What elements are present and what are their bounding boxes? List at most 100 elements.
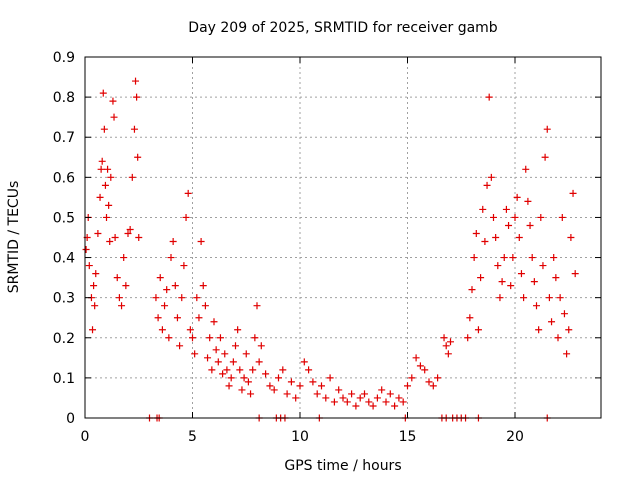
data-point: [283, 390, 291, 398]
data-point: [550, 254, 558, 262]
data-point: [348, 390, 356, 398]
data-point: [470, 254, 478, 262]
data-point: [496, 294, 504, 302]
x-tick-label: 0: [81, 429, 90, 445]
data-point: [257, 342, 265, 350]
data-point: [223, 366, 231, 374]
data-point: [305, 366, 313, 374]
data-point: [210, 318, 218, 326]
data-point: [204, 354, 212, 362]
data-point: [563, 350, 571, 358]
x-tick-label: 20: [506, 429, 524, 445]
data-point: [569, 189, 577, 197]
data-points: [82, 77, 579, 422]
data-point: [94, 229, 102, 237]
data-point: [474, 326, 482, 334]
data-point: [128, 173, 136, 181]
data-point: [408, 374, 416, 382]
data-point: [249, 366, 257, 374]
data-point: [318, 382, 325, 390]
data-point: [425, 378, 433, 386]
data-point: [416, 362, 424, 370]
data-point: [98, 157, 106, 165]
data-point: [515, 234, 523, 241]
data-point: [500, 254, 508, 262]
data-point: [197, 238, 205, 246]
data-point: [236, 366, 244, 374]
data-point: [92, 270, 100, 278]
data-point: [103, 213, 110, 221]
data-point: [158, 326, 166, 334]
data-point: [212, 346, 220, 354]
y-tick-label: 0.6: [53, 170, 75, 186]
data-point: [421, 366, 429, 374]
data-point: [199, 282, 207, 290]
data-point: [539, 262, 547, 270]
data-point: [287, 378, 295, 386]
data-point: [326, 374, 334, 382]
data-point: [85, 262, 93, 270]
data-point: [165, 334, 173, 342]
data-point: [266, 382, 274, 390]
data-point: [412, 354, 420, 362]
data-point: [520, 294, 528, 302]
data-point: [330, 398, 338, 406]
data-point: [97, 165, 105, 173]
data-point: [120, 254, 128, 262]
x-tick-label: 10: [291, 429, 309, 445]
data-point: [229, 358, 237, 366]
data-point: [447, 338, 454, 346]
data-point: [167, 254, 175, 262]
data-point: [522, 165, 530, 173]
data-point: [528, 254, 536, 262]
data-point: [107, 173, 115, 181]
data-point: [124, 229, 132, 237]
data-point: [110, 113, 118, 121]
data-point: [134, 153, 142, 161]
data-point: [339, 394, 347, 402]
y-axis-label: SRMTID / TECUs: [6, 181, 22, 294]
data-point: [180, 262, 188, 270]
data-point: [234, 326, 242, 334]
data-point: [173, 314, 181, 322]
data-point: [206, 334, 214, 342]
data-point: [262, 370, 270, 378]
data-point: [442, 342, 450, 350]
data-point: [104, 165, 112, 173]
data-point: [221, 350, 229, 358]
data-point: [300, 358, 308, 366]
data-point: [169, 238, 177, 246]
data-point: [502, 205, 510, 213]
data-point: [558, 213, 566, 221]
data-point: [111, 234, 119, 241]
data-point: [154, 314, 162, 322]
data-point: [517, 270, 525, 278]
data-point: [113, 274, 121, 282]
data-point: [560, 310, 568, 318]
data-point: [567, 234, 575, 241]
data-point: [178, 294, 186, 302]
data-point: [242, 350, 250, 358]
data-point: [440, 334, 448, 342]
data-point: [479, 205, 487, 213]
data-point: [391, 402, 399, 410]
data-point: [322, 394, 330, 402]
axis-ticks: 0 0.1 0.2 0.3 0.4 0.5 0.6 0.7 0.8 0.9 0 5 10 15 20: [53, 50, 601, 445]
data-point: [533, 302, 540, 310]
data-point: [279, 366, 287, 374]
data-point: [115, 294, 123, 302]
data-point: [369, 402, 377, 410]
data-point: [132, 77, 140, 85]
data-point: [130, 125, 138, 133]
data-point: [253, 302, 261, 310]
data-point: [434, 374, 442, 382]
data-point: [509, 254, 517, 262]
data-point: [82, 246, 90, 254]
data-point: [378, 386, 386, 394]
data-point: [133, 93, 141, 101]
data-point: [105, 201, 113, 209]
data-point: [195, 314, 203, 322]
data-point: [507, 282, 515, 290]
data-point: [541, 153, 549, 161]
